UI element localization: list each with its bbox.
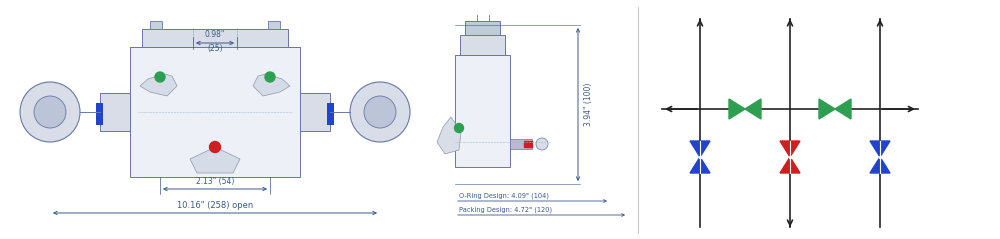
Polygon shape: [140, 74, 177, 96]
Circle shape: [455, 124, 464, 132]
Polygon shape: [253, 74, 290, 96]
Polygon shape: [780, 141, 800, 157]
Text: O-Ring Design: 4.09" (104): O-Ring Design: 4.09" (104): [459, 192, 549, 199]
Bar: [96, 103, 103, 125]
Text: 3.94" (100): 3.94" (100): [584, 83, 593, 126]
Polygon shape: [437, 117, 461, 154]
Bar: [142, 29, 288, 47]
Bar: [268, 21, 280, 29]
Circle shape: [20, 82, 80, 142]
Bar: [327, 103, 334, 125]
Polygon shape: [835, 99, 851, 119]
Bar: [100, 93, 130, 131]
Polygon shape: [870, 141, 890, 157]
Polygon shape: [690, 157, 710, 173]
Circle shape: [536, 138, 548, 150]
Polygon shape: [729, 99, 745, 119]
Text: 10.16" (258) open: 10.16" (258) open: [177, 201, 253, 210]
Circle shape: [350, 82, 410, 142]
Bar: [524, 141, 532, 147]
Circle shape: [34, 96, 66, 128]
Bar: [300, 93, 330, 131]
Bar: [465, 21, 500, 35]
Circle shape: [364, 96, 396, 128]
Bar: [510, 139, 532, 149]
Polygon shape: [190, 149, 240, 173]
Bar: [150, 21, 162, 29]
Bar: [460, 35, 505, 55]
Polygon shape: [690, 141, 710, 157]
Bar: [130, 47, 300, 177]
Circle shape: [210, 141, 221, 152]
Bar: [455, 55, 510, 167]
Text: 2.13" (54): 2.13" (54): [196, 177, 234, 186]
Text: (25): (25): [207, 44, 223, 53]
Circle shape: [265, 72, 275, 82]
Polygon shape: [745, 99, 761, 119]
Polygon shape: [870, 157, 890, 173]
Text: 0.98": 0.98": [205, 30, 225, 39]
Text: Packing Design: 4.72" (120): Packing Design: 4.72" (120): [459, 206, 552, 213]
Circle shape: [155, 72, 165, 82]
Polygon shape: [819, 99, 835, 119]
Polygon shape: [780, 157, 800, 173]
